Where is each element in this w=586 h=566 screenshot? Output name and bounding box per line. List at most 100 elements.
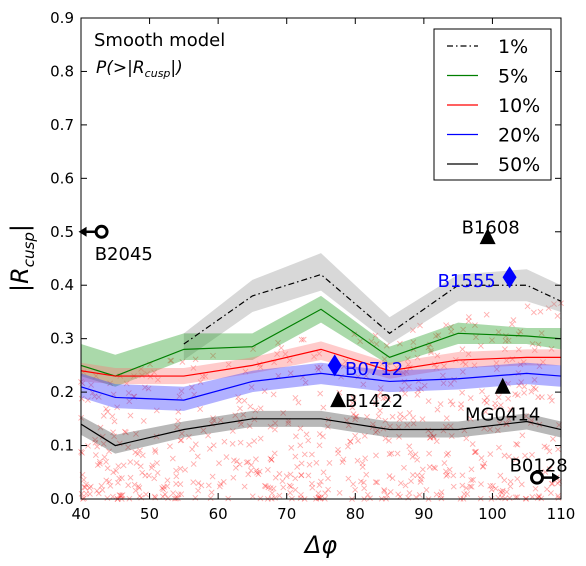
scatter-point [173,473,180,480]
scatter-point [430,464,437,471]
scatter-point [383,342,390,349]
scatter-point [316,431,323,437]
scatter-point [339,459,346,466]
scatter-point [349,400,356,407]
scatter-point [363,471,370,478]
scatter-point [535,493,542,499]
scatter-point [140,418,147,424]
band-20pct [81,362,561,411]
scatter-point [347,438,354,445]
scatter-point [483,311,490,318]
scatter-point [248,462,255,468]
scatter-point [257,364,264,371]
scatter-point [529,340,536,347]
scatter-point [190,461,197,467]
scatter-point [405,361,412,368]
scatter-point [96,458,103,465]
scatter-point [464,491,471,497]
scatter-point [308,480,315,487]
scatter-point [252,407,259,414]
scatter-point [397,411,404,418]
scatter-point [104,408,111,415]
scatter-point [530,309,537,316]
scatter-point [173,480,180,487]
scatter-point [402,390,408,397]
scatter-point [374,427,381,434]
x-tick-label: 100 [478,505,507,523]
scatter-point [182,466,188,473]
scatter-point [380,395,387,402]
scatter-point [425,427,432,434]
scatter-point [531,347,538,354]
scatter-point [406,410,413,416]
triangle-marker [494,377,511,394]
scatter-point [91,393,98,400]
scatter-point [443,452,450,458]
scatter-point [340,363,347,370]
scatter-point [362,455,369,462]
scatter-point [195,480,202,487]
scatter-point [111,418,118,425]
scatter-point [372,332,379,339]
scatter-point [418,385,424,392]
scatter-point [473,334,479,341]
scatter-point [513,456,519,463]
scatter-point [261,482,268,489]
scatter-point [202,373,209,380]
scatter-point [518,481,525,488]
scatter-point [478,481,484,488]
scatter-point [194,453,201,460]
scatter-point [78,490,85,497]
scatter-point [554,313,561,319]
scatter-point [426,434,433,441]
scatter-point [397,340,403,347]
scatter-point [127,474,134,481]
scatter-point [246,423,253,429]
scatter-point [433,491,440,498]
scatter-point [287,489,294,496]
scatter-point [257,405,264,412]
x-axis-label: Δφ [303,531,337,559]
scatter-point [414,472,421,479]
scatter-point [308,451,315,458]
scatter-point [175,491,182,498]
scatter-point [386,437,392,444]
scatter-point [110,429,117,436]
scatter-point [246,441,253,448]
triangle-marker [330,391,347,408]
scatter-point [145,385,152,392]
scatter-point [261,388,268,394]
scatter-point [459,482,466,489]
scatter-point [267,423,274,430]
scatter-point [142,472,149,479]
scatter-point [514,475,521,482]
scatter-point [372,400,379,406]
scatter-point [325,486,332,493]
scatter-point [324,423,331,430]
scatter-point [225,361,232,368]
scatter-point [555,492,561,499]
model-title: Smooth model [94,30,225,51]
legend-label-10pct: 10% [498,95,540,117]
scatter-point [410,420,417,427]
scatter-point [305,472,312,479]
scatter-point [443,472,450,479]
scatter-point [468,477,475,484]
scatter-point [178,437,185,444]
scatter-point [143,491,149,498]
scatter-point [230,474,237,481]
scatter-point [520,359,527,366]
scatter-point [477,343,484,349]
scatter-point [448,328,455,335]
scatter-point [425,344,432,351]
scatter-point [164,483,171,490]
series-line-5pct [80,308,562,377]
scatter-point [288,483,294,490]
scatter-point [189,446,196,453]
scatter-point [374,479,381,486]
scatter-point [505,416,512,423]
scatter-point [361,432,368,439]
scatter-point [355,437,361,444]
scatter-point [443,415,450,422]
scatter-point [528,388,535,395]
